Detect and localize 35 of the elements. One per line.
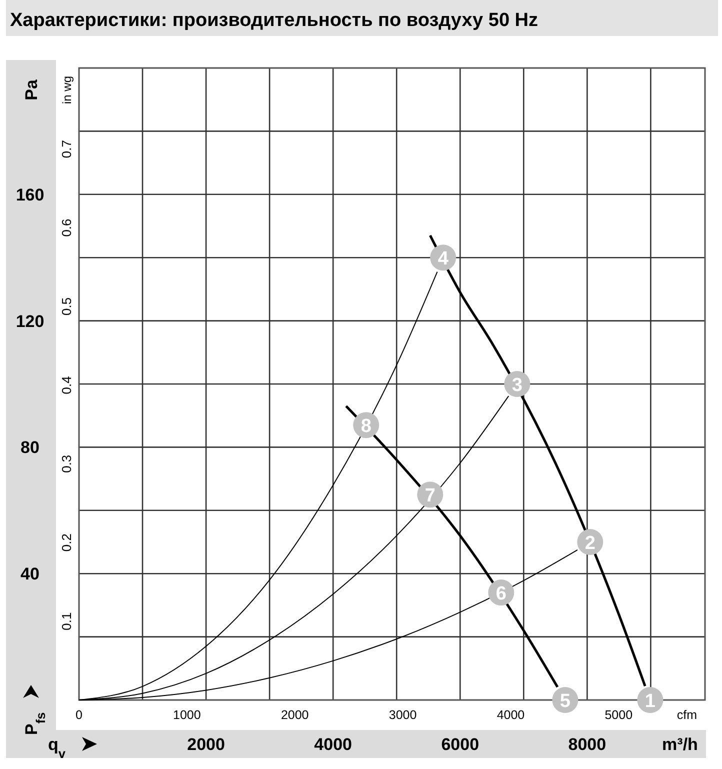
y-tick-label: 120 bbox=[16, 312, 44, 331]
annotation: 7 bbox=[424, 486, 436, 507]
y2-tick-label: 0.4 bbox=[59, 376, 74, 394]
chart-title: Характеристики: производительность по воздуху 50 Hz bbox=[10, 10, 538, 31]
y2-tick-label: 0.5 bbox=[59, 297, 74, 316]
y-tick-label: 80 bbox=[20, 438, 40, 458]
y2-axis-title: in wg bbox=[60, 76, 74, 104]
annotation: 2 bbox=[584, 533, 596, 554]
annotation: 3 bbox=[512, 375, 522, 396]
y-tick-label: 40 bbox=[20, 564, 40, 584]
x-axis-title: m³/h bbox=[662, 735, 698, 754]
x2-tick-label: 3000 bbox=[388, 708, 417, 722]
annotation: 8 bbox=[360, 416, 372, 438]
x2-tick-label: 5000 bbox=[604, 708, 633, 722]
x2-tick-label: 1000 bbox=[173, 708, 201, 722]
y2-tick-label: 0.3 bbox=[59, 454, 74, 473]
y2-tick-label: 0.2 bbox=[59, 534, 74, 552]
x-tick-label: 2000 bbox=[187, 735, 225, 754]
x2-axis-title: cfm bbox=[676, 708, 698, 722]
annotation: 4 bbox=[438, 248, 449, 270]
y2-tick-label: 0.7 bbox=[59, 140, 74, 158]
x-tick-label: 8000 bbox=[568, 735, 606, 754]
y2-tick-label: 0.6 bbox=[59, 218, 74, 237]
x2-tick-label: 0 bbox=[76, 708, 83, 722]
annotation: 5 bbox=[560, 691, 571, 712]
y-tick-label: 160 bbox=[16, 185, 44, 204]
y2-tick-label: 0.1 bbox=[59, 612, 74, 630]
x-tick-label: 6000 bbox=[441, 735, 480, 754]
x2-tick-label: 4000 bbox=[496, 708, 525, 722]
annotation: 1 bbox=[644, 691, 656, 712]
x-tick-label: 4000 bbox=[314, 735, 352, 754]
annotation: 6 bbox=[496, 584, 506, 605]
y-axis-title: Pa bbox=[22, 79, 41, 100]
x2-tick-label: 2000 bbox=[280, 708, 309, 722]
text: q$_{v}$ bbox=[48, 735, 66, 760]
